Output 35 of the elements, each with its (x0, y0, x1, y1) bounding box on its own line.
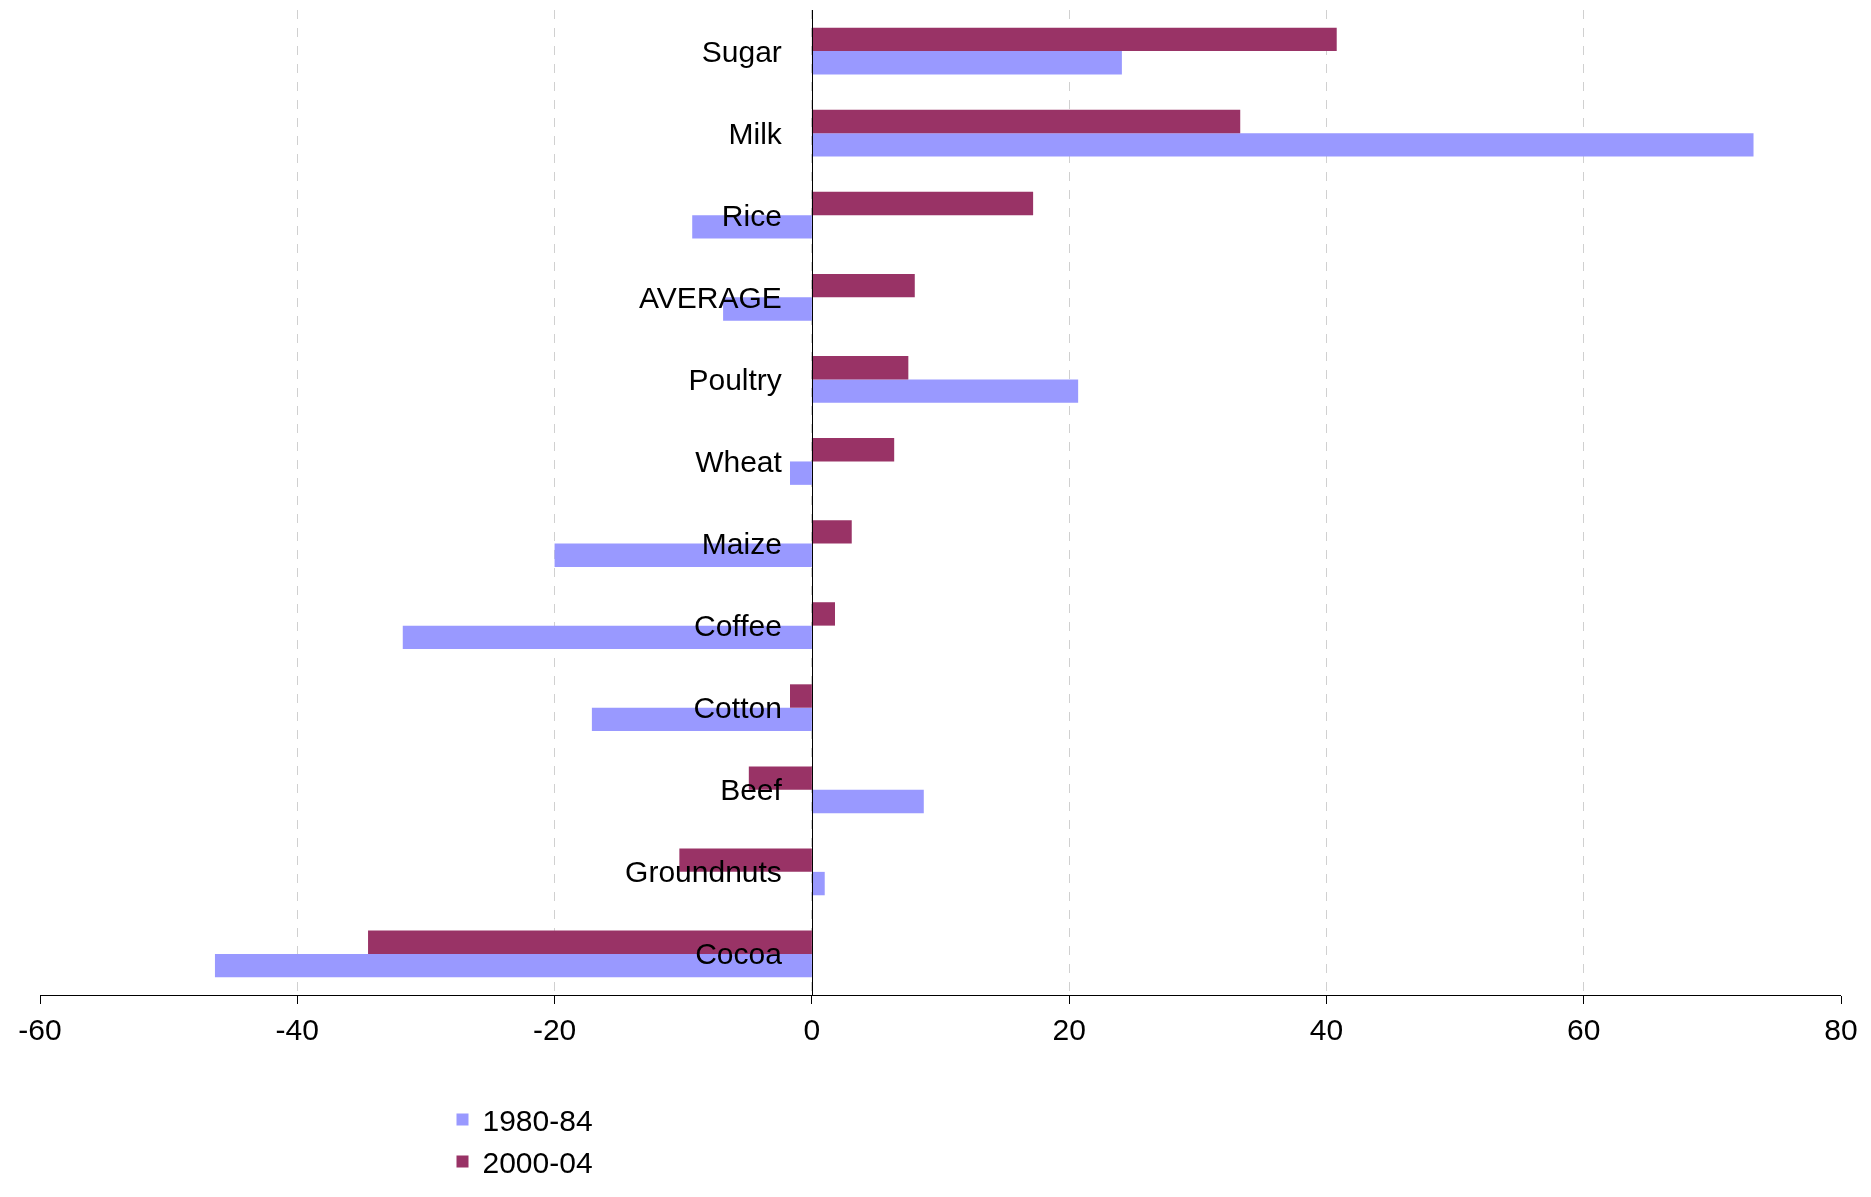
bar (789, 461, 812, 485)
bar (811, 520, 852, 544)
y-tick-label: Rice (721, 198, 782, 232)
y-tick-label: Milk (728, 116, 783, 150)
x-tick-label: -40 (275, 1013, 319, 1046)
x-tick-label: -20 (532, 1013, 577, 1046)
y-tick-label: Sugar (701, 34, 782, 68)
bar (811, 355, 909, 380)
x-tick-label: 60 (1567, 1013, 1601, 1046)
y-tick-label: Maize (701, 527, 782, 561)
bar (811, 602, 836, 626)
bar (811, 273, 915, 298)
y-tick-label: Beef (720, 773, 783, 807)
bar (811, 109, 1241, 134)
y-tick-label: Poultry (688, 362, 782, 396)
bar (811, 133, 1754, 157)
bar (811, 51, 1122, 75)
legend-label: 1980-84 (482, 1104, 593, 1138)
bar (811, 438, 895, 462)
x-tick-label: 0 (803, 1013, 821, 1046)
bar (789, 684, 812, 708)
bar (811, 871, 825, 896)
y-tick-label: AVERAGE (639, 280, 782, 314)
x-tick-label: 40 (1309, 1013, 1344, 1046)
x-tick-label: -60 (18, 1013, 62, 1046)
bar (811, 27, 1337, 52)
y-tick-label: Coffee (694, 609, 782, 643)
x-tick-label: 20 (1052, 1013, 1086, 1046)
bar (811, 789, 924, 814)
x-tick-label: 80 (1824, 1013, 1858, 1046)
y-tick-label: Cotton (693, 691, 782, 725)
y-tick-label: Wheat (695, 444, 783, 478)
bar (811, 379, 1079, 403)
legend-label: 2000-04 (482, 1146, 593, 1180)
bar (811, 191, 1034, 216)
